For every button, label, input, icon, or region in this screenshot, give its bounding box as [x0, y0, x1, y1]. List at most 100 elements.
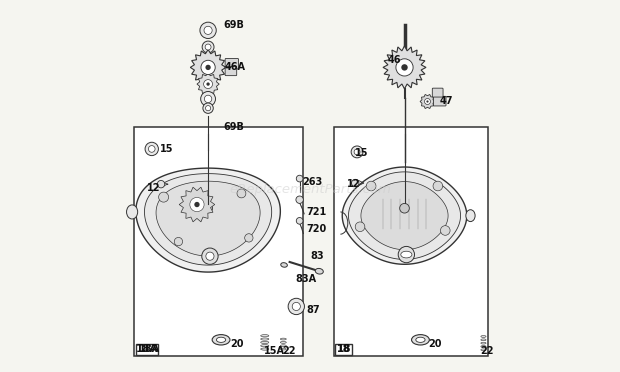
Polygon shape [342, 167, 467, 264]
Circle shape [201, 60, 215, 74]
Text: 18A: 18A [136, 344, 158, 355]
Circle shape [354, 149, 360, 155]
Text: 18: 18 [337, 344, 351, 355]
Ellipse shape [481, 346, 486, 347]
Polygon shape [144, 174, 272, 265]
Ellipse shape [126, 205, 138, 219]
Text: 18A: 18A [139, 344, 160, 354]
Circle shape [159, 192, 169, 202]
Text: 720: 720 [306, 224, 327, 234]
Circle shape [400, 248, 409, 257]
Circle shape [288, 298, 304, 315]
FancyBboxPatch shape [334, 127, 488, 356]
Text: eReplacementParts.com: eReplacementParts.com [229, 183, 391, 196]
Circle shape [237, 189, 246, 198]
Circle shape [296, 196, 303, 203]
Circle shape [440, 226, 450, 235]
Circle shape [296, 175, 303, 182]
Circle shape [366, 181, 376, 191]
Ellipse shape [260, 338, 269, 340]
Ellipse shape [481, 336, 486, 337]
Ellipse shape [412, 335, 429, 345]
Ellipse shape [416, 337, 425, 342]
Circle shape [206, 252, 214, 260]
Ellipse shape [280, 338, 286, 340]
Polygon shape [348, 172, 461, 259]
Polygon shape [361, 182, 448, 250]
Circle shape [202, 41, 214, 53]
Text: 12: 12 [147, 183, 161, 193]
Circle shape [205, 95, 212, 103]
Circle shape [401, 64, 408, 71]
Ellipse shape [481, 339, 486, 341]
Text: 20: 20 [230, 339, 244, 349]
Circle shape [174, 237, 183, 246]
Ellipse shape [315, 269, 323, 274]
Text: 12: 12 [347, 179, 361, 189]
Circle shape [296, 218, 303, 224]
Ellipse shape [481, 349, 486, 351]
Circle shape [145, 142, 159, 155]
Circle shape [200, 22, 216, 38]
Circle shape [352, 179, 359, 187]
Text: 263: 263 [303, 177, 323, 187]
Text: 22: 22 [480, 346, 494, 356]
Text: 47: 47 [440, 96, 453, 106]
Circle shape [398, 246, 415, 263]
FancyBboxPatch shape [432, 88, 443, 97]
Text: 721: 721 [306, 207, 327, 217]
Circle shape [396, 59, 413, 76]
Text: 69B: 69B [223, 20, 244, 30]
Circle shape [203, 204, 213, 213]
Polygon shape [179, 187, 215, 222]
Polygon shape [383, 46, 426, 89]
Polygon shape [156, 181, 260, 256]
Polygon shape [136, 168, 280, 272]
Text: 87: 87 [306, 305, 320, 315]
Ellipse shape [280, 341, 286, 343]
Circle shape [433, 181, 443, 191]
Text: 46: 46 [388, 55, 401, 65]
Polygon shape [197, 73, 219, 95]
Text: 15: 15 [355, 148, 368, 158]
Circle shape [157, 180, 165, 188]
FancyBboxPatch shape [136, 344, 158, 355]
Circle shape [201, 92, 216, 106]
Ellipse shape [260, 344, 269, 347]
Text: 18: 18 [337, 344, 350, 354]
Text: 20: 20 [428, 339, 442, 349]
Circle shape [203, 103, 213, 113]
Ellipse shape [260, 348, 269, 350]
Text: 46A: 46A [225, 62, 246, 73]
Circle shape [203, 80, 213, 89]
Circle shape [245, 234, 253, 242]
Text: 69B: 69B [223, 122, 244, 132]
Ellipse shape [280, 345, 286, 347]
FancyBboxPatch shape [433, 96, 446, 106]
FancyBboxPatch shape [335, 344, 352, 355]
Ellipse shape [280, 348, 286, 350]
Circle shape [292, 302, 300, 311]
Circle shape [427, 100, 428, 103]
Ellipse shape [466, 210, 475, 222]
FancyBboxPatch shape [225, 67, 237, 76]
Text: 15A: 15A [264, 346, 285, 356]
Ellipse shape [216, 337, 226, 342]
Circle shape [206, 83, 210, 86]
Circle shape [205, 106, 211, 111]
Circle shape [204, 26, 212, 35]
Text: 83: 83 [310, 251, 324, 262]
Text: 15: 15 [160, 144, 174, 154]
Ellipse shape [281, 263, 287, 267]
Polygon shape [190, 49, 226, 85]
Circle shape [194, 202, 200, 207]
Ellipse shape [401, 251, 412, 258]
Ellipse shape [212, 335, 230, 345]
Circle shape [400, 203, 409, 213]
Circle shape [425, 99, 430, 105]
Circle shape [205, 44, 211, 50]
Text: 83A: 83A [295, 274, 316, 284]
Circle shape [202, 248, 218, 264]
Polygon shape [420, 94, 435, 109]
Circle shape [355, 222, 365, 232]
